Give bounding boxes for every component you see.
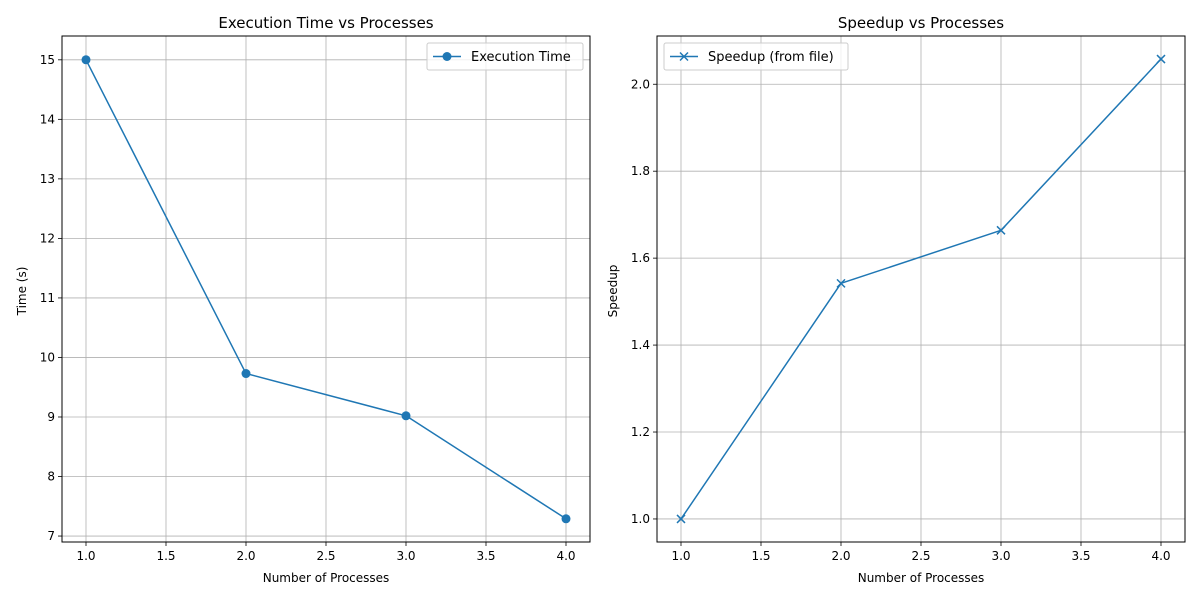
legend-marker-x [679,51,689,62]
x-tick-label: 1.0 [76,549,95,563]
y-tick-label: 14 [40,112,55,126]
chart-speedup: Speedup vs Processes Number of Processes… [606,14,1186,585]
x-tick-label: 3.0 [396,549,415,563]
y-tick-label: 1.2 [631,425,650,439]
data-point [836,278,846,288]
y-tick-label: 1.4 [631,338,650,352]
data-point [676,514,686,524]
y-axis-label: Speedup [606,265,620,318]
data-point [561,514,571,524]
x-tick-label: 1.5 [751,549,770,563]
data-point [241,369,251,379]
y-tick-label: 15 [40,53,55,67]
data-point [401,411,411,421]
grid [62,36,590,542]
legend-box [663,42,849,71]
legend-box [426,42,584,71]
x-tick-label: 2.0 [236,549,255,563]
chart-title: Execution Time vs Processes [218,14,433,32]
x-tick-label: 1.0 [671,549,690,563]
data-point [996,225,1006,235]
x-tick-label: 2.5 [911,549,930,563]
x-axis-label: Number of Processes [263,571,390,585]
x-tick-label: 2.5 [316,549,335,563]
chart-title: Speedup vs Processes [838,14,1004,32]
x-axis-label: Number of Processes [858,571,985,585]
legend-marker-circle [442,52,452,61]
data-point [81,55,91,65]
legend-label: Execution Time [471,50,571,65]
grid [657,36,1185,542]
series [81,55,571,524]
x-tick-label: 3.5 [1071,549,1090,563]
y-tick-label: 7 [47,529,55,543]
y-tick-label: 2.0 [631,77,650,91]
legend: Speedup (from file) [663,42,849,71]
series-line [85,59,567,520]
plot-frame [61,35,591,543]
ticks: 1.0 1.5 2.0 2.5 3.0 3.5 4.0 7 8 9 10 11 12 13 14 15 [40,53,576,563]
y-tick-label: 1.0 [631,512,650,526]
x-tick-label: 3.0 [991,549,1010,563]
x-tick-label: 3.5 [476,549,495,563]
y-tick-label: 9 [47,410,55,424]
y-tick-label: 10 [40,350,55,364]
x-tick-label: 4.0 [1151,549,1170,563]
legend: Execution Time [426,42,584,71]
legend-label: Speedup (from file) [708,50,834,65]
series [676,54,1166,524]
y-axis-label: Time (s) [15,267,29,317]
series-line [680,58,1162,520]
y-tick-label: 8 [47,470,55,484]
x-tick-label: 1.5 [156,549,175,563]
y-tick-label: 1.6 [631,251,650,265]
y-tick-label: 12 [40,231,55,245]
x-tick-label: 4.0 [556,549,575,563]
y-tick-label: 13 [40,172,55,186]
ticks: 1.0 1.5 2.0 2.5 3.0 3.5 4.0 1.0 1.2 1.4 1.6 1.8 2.0 [631,77,1171,563]
chart-execution-time: Execution Time vs Processes Number of Pr… [15,14,591,585]
y-tick-label: 11 [40,291,55,305]
data-point [1156,54,1166,64]
y-tick-label: 1.8 [631,164,650,178]
x-tick-label: 2.0 [831,549,850,563]
plot-frame [656,35,1186,543]
